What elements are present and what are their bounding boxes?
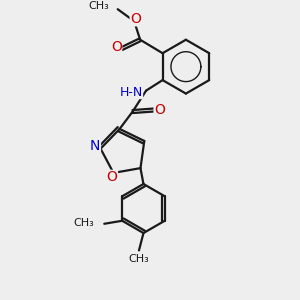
Text: CH₃: CH₃ [88, 1, 109, 11]
Text: O: O [106, 170, 117, 184]
Text: CH₃: CH₃ [73, 218, 94, 228]
Text: O: O [154, 103, 165, 117]
Text: N: N [90, 139, 101, 153]
Text: H-N: H-N [119, 85, 142, 99]
Text: O: O [111, 40, 122, 54]
Text: CH₃: CH₃ [129, 254, 149, 264]
Text: O: O [130, 12, 141, 26]
